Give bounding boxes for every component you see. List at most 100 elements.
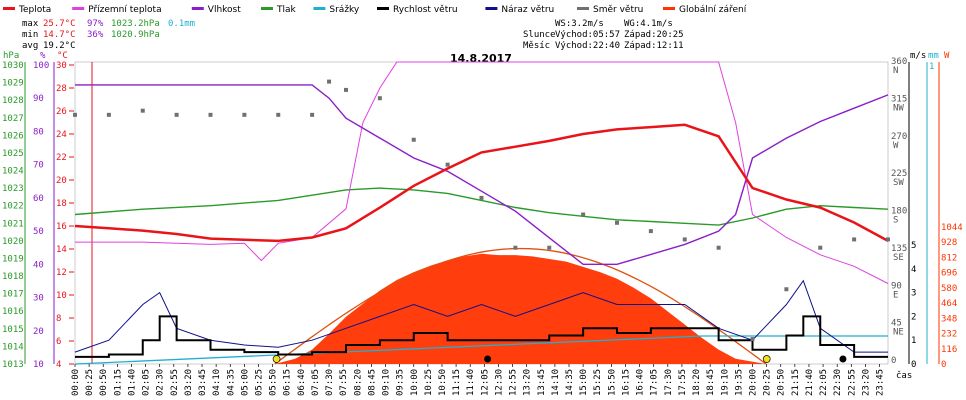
time-tick-label: 17:30 xyxy=(664,369,674,396)
legend-item-label: Přízemní teplota xyxy=(88,5,161,15)
time-tick-label: 17:55 xyxy=(678,369,688,396)
legend-swatch xyxy=(577,7,589,10)
dir-tick-name: N xyxy=(893,66,898,76)
wind-dir-point xyxy=(479,195,484,200)
plot-area xyxy=(73,61,890,365)
time-tick-label: 21:40 xyxy=(805,369,815,396)
radiation-max-curve xyxy=(274,247,767,365)
time-tick-label: 05:00 xyxy=(240,369,250,396)
hpa-tick-label: 1027 xyxy=(2,114,24,124)
wind-dir-point xyxy=(140,108,145,113)
wind-dir-point xyxy=(310,112,315,117)
wind-dir-point xyxy=(581,212,586,217)
time-tick-label: 11:15 xyxy=(452,369,462,396)
time-tick-label: 07:30 xyxy=(325,369,335,396)
pct-tick-label: 80 xyxy=(33,127,44,137)
c-tick-label: 20 xyxy=(56,176,67,186)
wind-dir-point xyxy=(648,229,653,234)
c-tick-label: 24 xyxy=(56,130,67,140)
time-tick-label: 23:20 xyxy=(861,369,871,396)
dir-tick-label: 180 xyxy=(891,207,907,217)
wind-dir-point xyxy=(682,237,687,242)
time-tick-label: 15:25 xyxy=(593,369,603,396)
axis-unit-hpa: hPa xyxy=(3,51,19,61)
wind-dir-point xyxy=(106,112,111,117)
time-tick-label: 06:15 xyxy=(283,369,293,396)
stat-max-press: 1023.2hPa xyxy=(111,19,160,29)
legend-item-label: Vlhkost xyxy=(208,5,241,15)
c-tick-label: 26 xyxy=(56,107,67,117)
ms-tick-label: 0 xyxy=(911,360,916,370)
time-tick-label: 22:30 xyxy=(833,369,843,396)
time-tick-label: 11:40 xyxy=(466,369,476,396)
axis-unit-pct: % xyxy=(40,51,46,61)
sun-marker xyxy=(272,355,281,363)
hpa-tick-label: 1018 xyxy=(2,272,24,282)
w-tick-label: 1044 xyxy=(941,223,963,233)
pct-tick-label: 90 xyxy=(33,94,44,104)
wind-dir-point xyxy=(276,112,281,117)
stat-avg-temp: 19.2°C xyxy=(43,41,76,51)
time-tick-label: 20:25 xyxy=(763,369,773,396)
astro-sun-label: Slunce xyxy=(523,30,556,40)
astro-block: WS:3.2m/s WG:4.1m/s Slunce Východ:05:57 … xyxy=(523,19,684,51)
pct-tick-label: 20 xyxy=(33,327,44,337)
mm-tick-label: 1 xyxy=(929,62,934,72)
astro-ws: WS:3.2m/s xyxy=(555,19,604,29)
legend-swatch xyxy=(377,7,389,10)
dir-tick-name: SE xyxy=(893,253,904,263)
wind-dir-point xyxy=(818,245,823,250)
dir-tick-label: 315 xyxy=(891,94,907,104)
time-tick-label: 22:05 xyxy=(819,369,829,396)
dir-tick-label: 0 xyxy=(891,356,896,366)
dir-tick-name: SW xyxy=(893,178,904,188)
time-tick-label: 10:00 xyxy=(410,369,420,396)
dir-tick-label: 225 xyxy=(891,169,907,179)
astro-moonset: Západ:12:11 xyxy=(624,41,684,51)
dir-tick-label: 135 xyxy=(891,244,907,254)
astro-sunrise: Východ:05:57 xyxy=(555,30,620,40)
legend-item-label: Tlak xyxy=(276,5,297,15)
time-tick-label: 20:00 xyxy=(749,369,759,396)
time-tick-label: 22:55 xyxy=(847,369,857,396)
hpa-tick-label: 1021 xyxy=(2,219,24,229)
c-tick-label: 14 xyxy=(56,245,67,255)
dir-tick-name: S xyxy=(893,216,898,226)
c-tick-label: 8 xyxy=(56,314,61,324)
wind-dir-point xyxy=(886,237,890,242)
time-tick-label: 16:15 xyxy=(621,369,631,396)
time-tick-label: 01:15 xyxy=(113,369,123,396)
stat-max-rain: 0.1mm xyxy=(168,19,195,29)
time-tick-label: 18:45 xyxy=(706,369,716,396)
stat-max-temp: 25.7°C xyxy=(43,19,76,29)
axis-unit-time: čas xyxy=(896,370,912,381)
time-tick-label: 15:50 xyxy=(607,369,617,396)
legend-item-label: Teplota xyxy=(18,5,51,15)
w-tick-label: 116 xyxy=(941,345,957,355)
hpa-tick-label: 1025 xyxy=(2,149,24,159)
time-tick-label: 08:20 xyxy=(353,369,363,396)
sun-marker xyxy=(762,355,771,363)
w-tick-label: 232 xyxy=(941,330,957,340)
hpa-tick-label: 1020 xyxy=(2,237,24,247)
time-tick-label: 04:35 xyxy=(226,369,236,396)
time-tick-label: 00:25 xyxy=(85,369,95,396)
pct-tick-label: 50 xyxy=(33,227,44,237)
wind-dir-point xyxy=(411,137,416,142)
ms-tick-label: 5 xyxy=(911,241,916,251)
moon-marker xyxy=(839,355,847,363)
time-tick-label: 02:05 xyxy=(142,369,152,396)
dir-tick-label: 270 xyxy=(891,132,907,142)
legend-swatch xyxy=(191,7,204,10)
dir-tick-label: 90 xyxy=(891,281,902,291)
c-tick-label: 12 xyxy=(56,268,67,278)
time-tick-label: 05:50 xyxy=(269,369,279,396)
ms-tick-label: 4 xyxy=(911,265,916,275)
ground-temp-line xyxy=(75,61,889,284)
legend-swatch xyxy=(663,7,675,10)
pct-tick-label: 100 xyxy=(33,61,49,71)
pct-tick-label: 60 xyxy=(33,194,44,204)
legend: Teplota Přízemní teplota Vlhkost Tlak Srážky… xyxy=(3,5,747,15)
stat-min-temp: 14.7°C xyxy=(43,30,76,40)
